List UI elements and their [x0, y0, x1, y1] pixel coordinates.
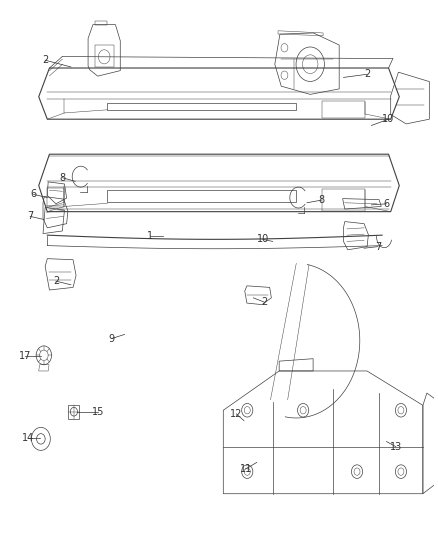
Text: 14: 14 [22, 433, 34, 443]
Text: 2: 2 [53, 276, 59, 286]
Text: 9: 9 [109, 334, 115, 344]
Text: 6: 6 [383, 199, 389, 209]
Text: 10: 10 [257, 235, 269, 244]
Text: 8: 8 [318, 195, 324, 205]
Text: 10: 10 [382, 114, 395, 124]
Text: 8: 8 [59, 173, 65, 183]
Text: 1: 1 [147, 231, 153, 241]
Text: 2: 2 [364, 69, 370, 79]
Text: 6: 6 [31, 189, 37, 199]
Text: 7: 7 [27, 212, 33, 221]
Text: 15: 15 [92, 407, 104, 417]
Text: 17: 17 [19, 351, 31, 361]
Text: 11: 11 [240, 464, 252, 474]
Text: 13: 13 [390, 442, 402, 451]
Text: 2: 2 [42, 55, 48, 65]
Text: 12: 12 [230, 409, 242, 419]
Bar [68, 405, 80, 418]
Text: 2: 2 [261, 297, 267, 307]
Text: 7: 7 [374, 241, 381, 252]
